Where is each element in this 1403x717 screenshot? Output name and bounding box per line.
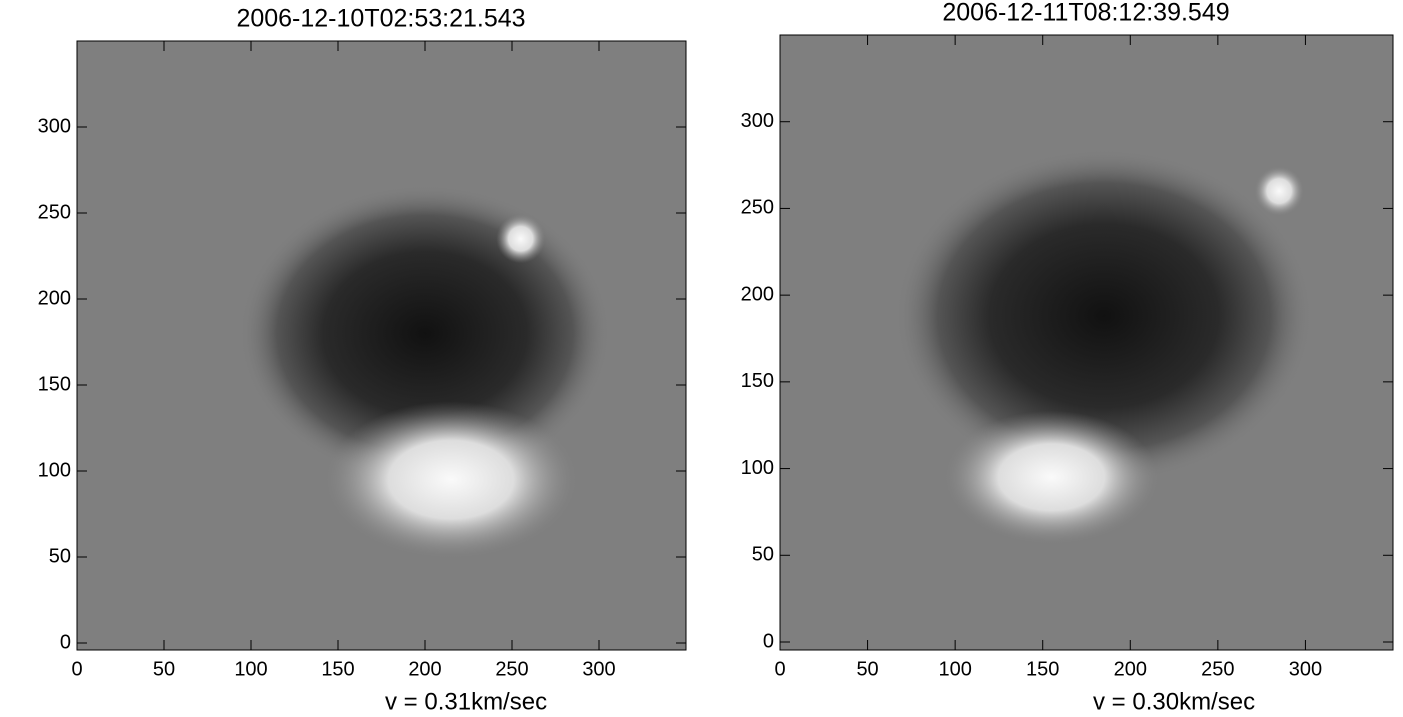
y-tick-label: 50 xyxy=(49,545,71,567)
x-tick-label: 250 xyxy=(495,658,528,680)
y-tick-label: 50 xyxy=(752,544,774,566)
x-tick-label: 250 xyxy=(1201,658,1234,680)
x-tick-label: 300 xyxy=(1289,658,1322,680)
y-tick-label: 300 xyxy=(38,115,71,137)
y-tick-label: 250 xyxy=(741,197,774,219)
x-tick-label: 200 xyxy=(1114,658,1147,680)
frame xyxy=(779,34,1394,651)
image-panel xyxy=(780,35,1393,650)
velocity-annotation: v = 0.30km/sec xyxy=(1093,688,1255,715)
y-tick-label: 0 xyxy=(763,630,774,652)
y-tick-label: 150 xyxy=(741,370,774,392)
y-tick-label: 100 xyxy=(38,459,71,481)
plage xyxy=(325,401,577,558)
image-panel xyxy=(77,41,686,650)
x-tick-label: 300 xyxy=(582,658,615,680)
x-tick-label: 150 xyxy=(321,658,354,680)
x-tick-label: 100 xyxy=(938,658,971,680)
y-tick-label: 200 xyxy=(741,283,774,305)
y-tick-label: 100 xyxy=(741,457,774,479)
y-tick-label: 150 xyxy=(38,373,71,395)
x-tick-label: 150 xyxy=(1026,658,1059,680)
panel-title: 2006-12-10T02:53:21.543 xyxy=(236,5,525,33)
x-tick-label: 0 xyxy=(774,658,785,680)
x-tick-label: 200 xyxy=(408,658,441,680)
y-tick-label: 0 xyxy=(60,631,71,653)
velocity-annotation: v = 0.31km/sec xyxy=(385,688,547,715)
y-tick-label: 250 xyxy=(38,201,71,223)
sunspot xyxy=(896,149,1312,483)
x-tick-label: 50 xyxy=(153,658,175,680)
plage xyxy=(1254,166,1304,216)
plage xyxy=(496,214,546,264)
plage xyxy=(944,410,1158,544)
x-tick-label: 0 xyxy=(71,658,82,680)
y-tick-label: 200 xyxy=(38,287,71,309)
panel-title: 2006-12-11T08:12:39.549 xyxy=(942,0,1229,27)
x-tick-label: 50 xyxy=(856,658,878,680)
frame xyxy=(76,40,687,651)
y-tick-label: 300 xyxy=(741,110,774,132)
x-tick-label: 100 xyxy=(234,658,267,680)
